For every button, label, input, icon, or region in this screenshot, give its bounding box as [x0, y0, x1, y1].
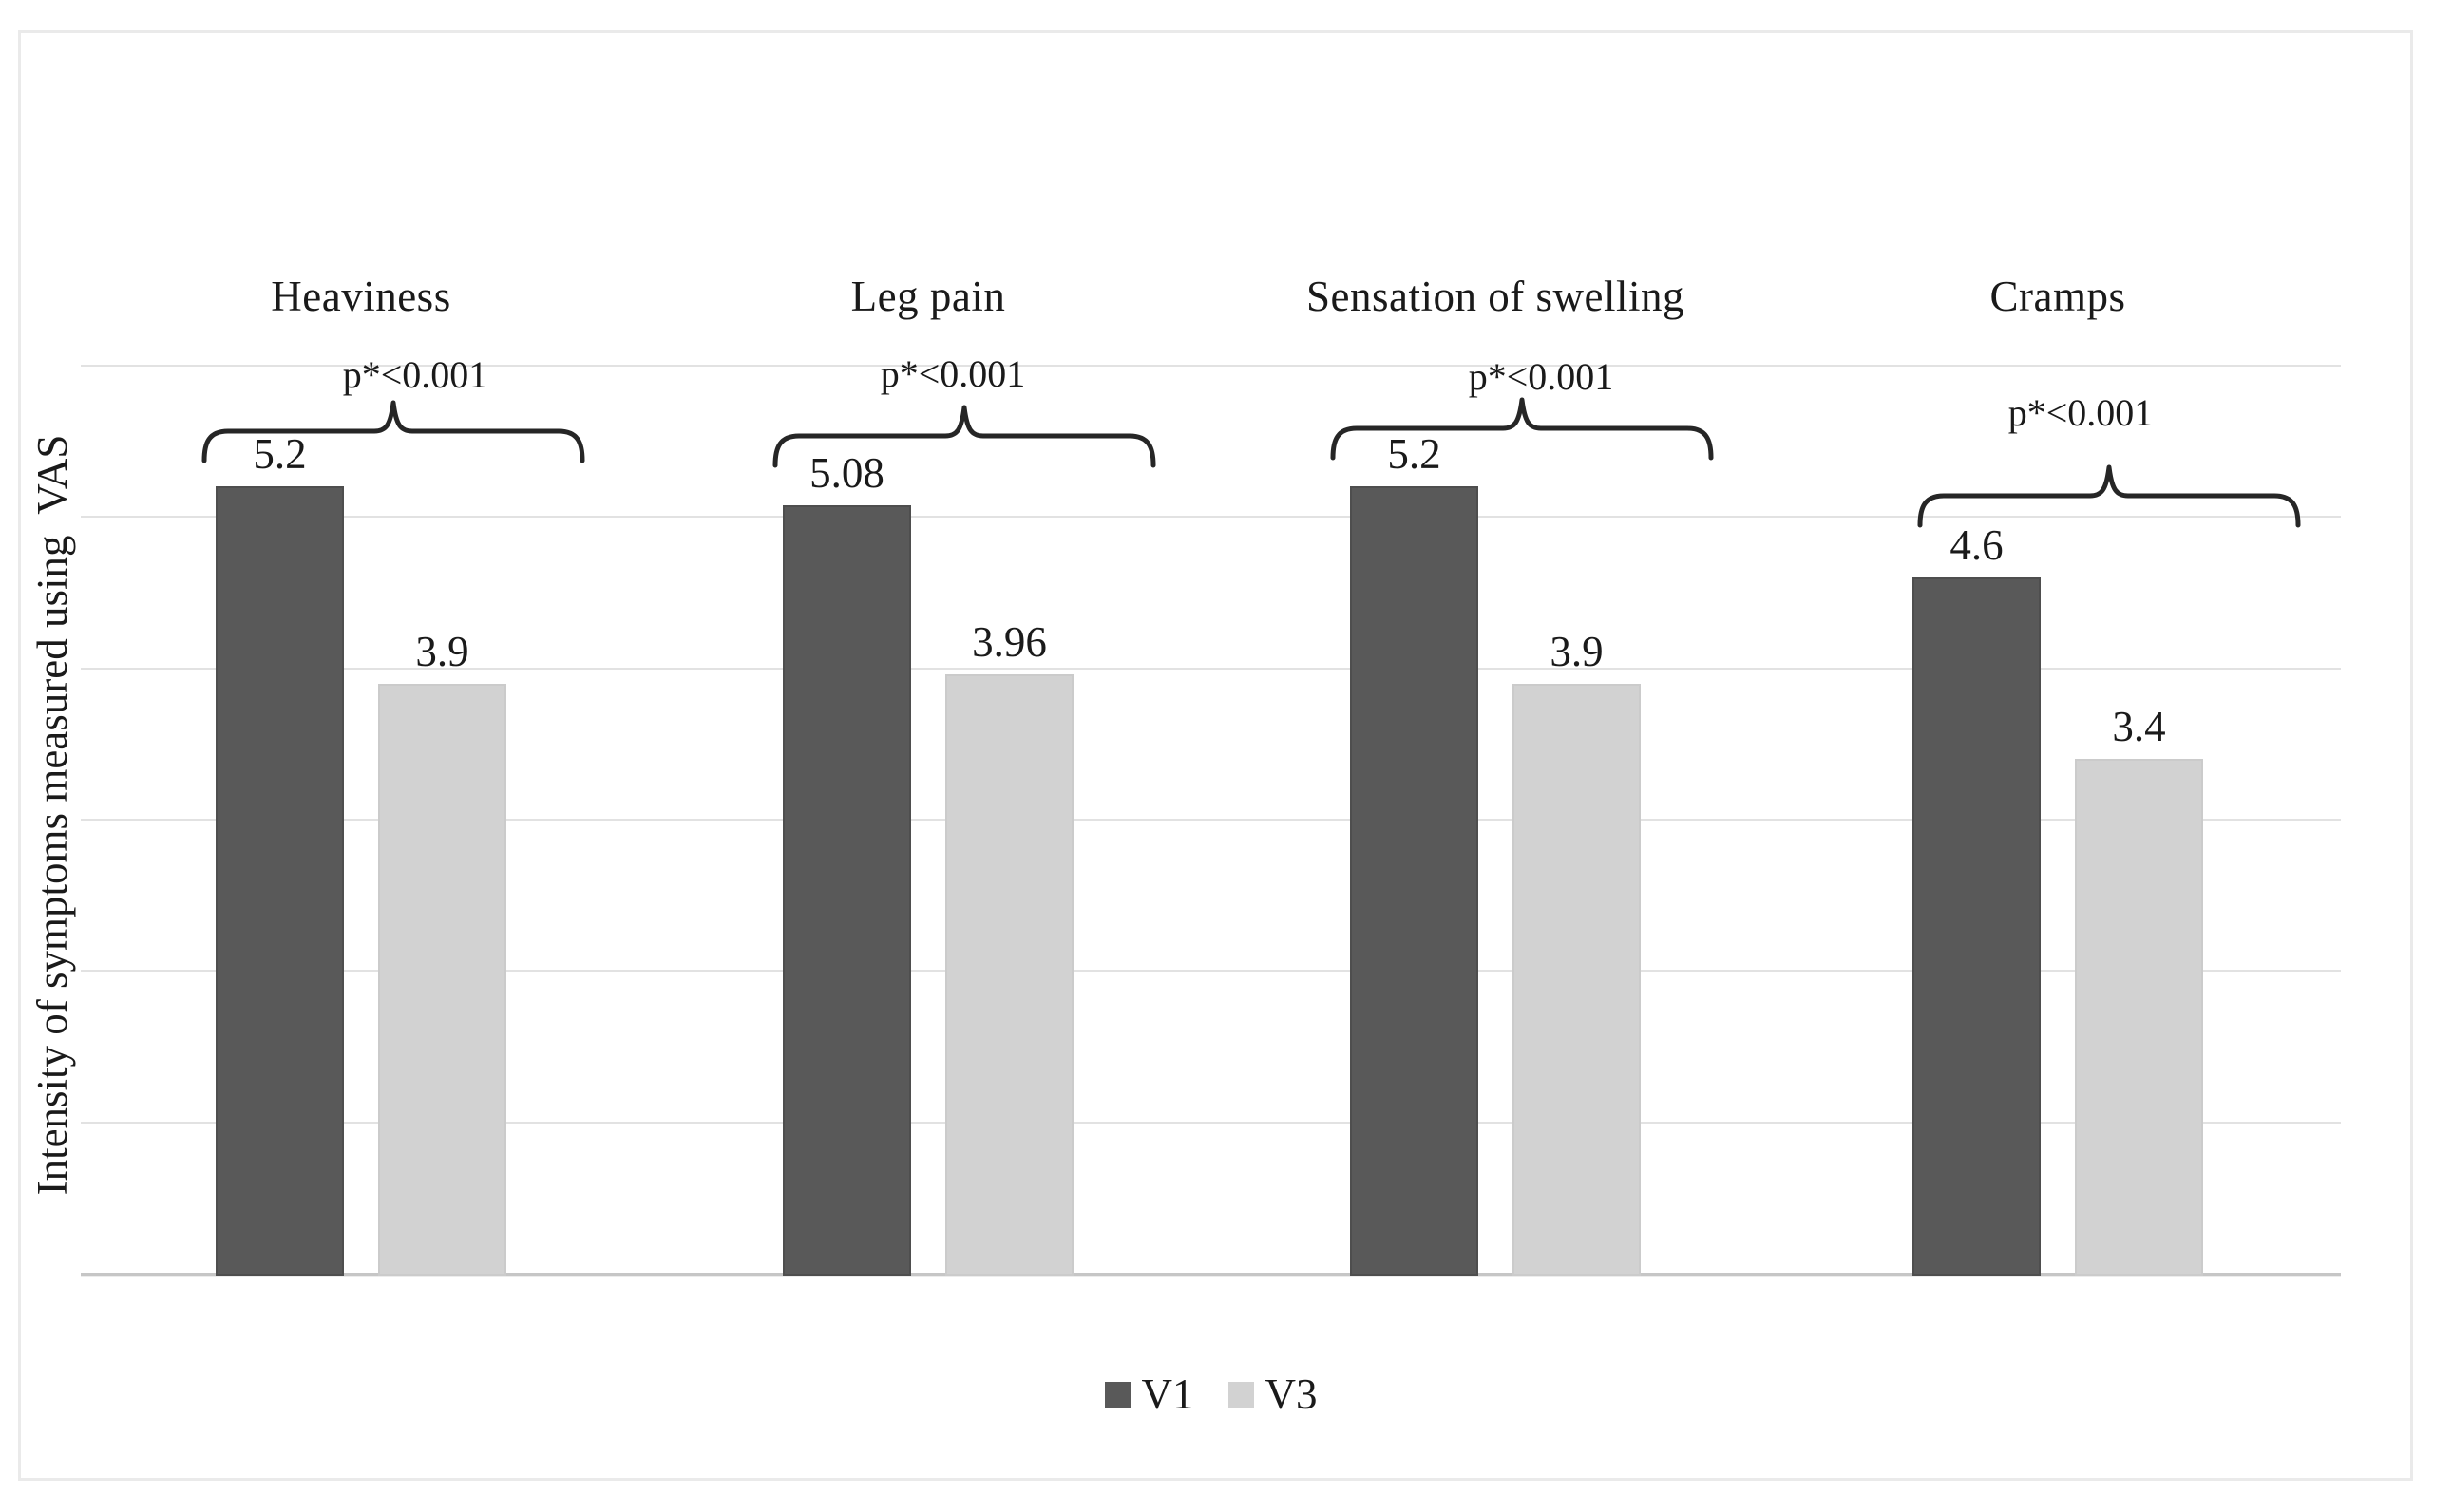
bar-value-label: 4.6: [1949, 521, 2004, 569]
bar-v3-cramps: [2075, 759, 2203, 1276]
legend-swatch-v3: [1227, 1381, 1254, 1408]
category-label-sensation-of-swelling: Sensation of swelling: [1306, 273, 1684, 320]
bar-v1-heaviness: [216, 486, 344, 1276]
bar-value-label: 5.2: [1387, 430, 1441, 478]
y-axis-label: Intensity of symptoms measured using VAS: [29, 434, 76, 1196]
bar-value-label: 5.08: [809, 449, 884, 497]
significance-brace-leg-pain: [772, 405, 1156, 468]
bar-value-label: 3.96: [972, 618, 1047, 666]
bar-v3-sensation-of-swelling: [1512, 684, 1641, 1276]
gridline: [81, 1122, 2341, 1124]
category-label-leg-pain: Leg pain: [850, 273, 1006, 320]
bar-value-label: 3.9: [1550, 628, 1604, 675]
legend-label-v1: V1: [1141, 1370, 1194, 1418]
gridline: [81, 819, 2341, 821]
p-value-label: p*<0.001: [880, 352, 1026, 395]
legend-item-v3: V3: [1227, 1370, 1318, 1419]
bar-v3-heaviness: [378, 684, 506, 1276]
gridline: [81, 970, 2341, 972]
category-label-cramps: Cramps: [1989, 273, 2126, 320]
significance-brace-sensation-of-swelling: [1330, 397, 1714, 461]
bar-v1-leg-pain: [783, 505, 911, 1276]
legend-swatch-v1: [1104, 1381, 1131, 1408]
p-value-label: p*<0.001: [342, 353, 488, 396]
significance-brace-heaviness: [201, 400, 585, 463]
gridline: [81, 516, 2341, 518]
bar-value-label: 3.9: [415, 628, 469, 675]
bar-v1-cramps: [1912, 577, 2041, 1276]
legend: V1 V3: [81, 1370, 2341, 1419]
significance-brace-cramps: [1917, 464, 2301, 528]
bar-v1-sensation-of-swelling: [1350, 486, 1478, 1276]
x-axis-line: [81, 1273, 2341, 1276]
bar-v3-leg-pain: [945, 674, 1074, 1276]
p-value-label: p*<0.001: [2007, 391, 2154, 434]
p-value-label: p*<0.001: [1468, 355, 1614, 398]
bar-value-label: 3.4: [2112, 703, 2166, 750]
legend-label-v3: V3: [1265, 1370, 1318, 1418]
legend-item-v1: V1: [1104, 1370, 1194, 1419]
gridline: [81, 668, 2341, 670]
gridline: [81, 365, 2341, 367]
category-label-heaviness: Heaviness: [271, 273, 451, 320]
bar-value-label: 5.2: [253, 430, 307, 478]
